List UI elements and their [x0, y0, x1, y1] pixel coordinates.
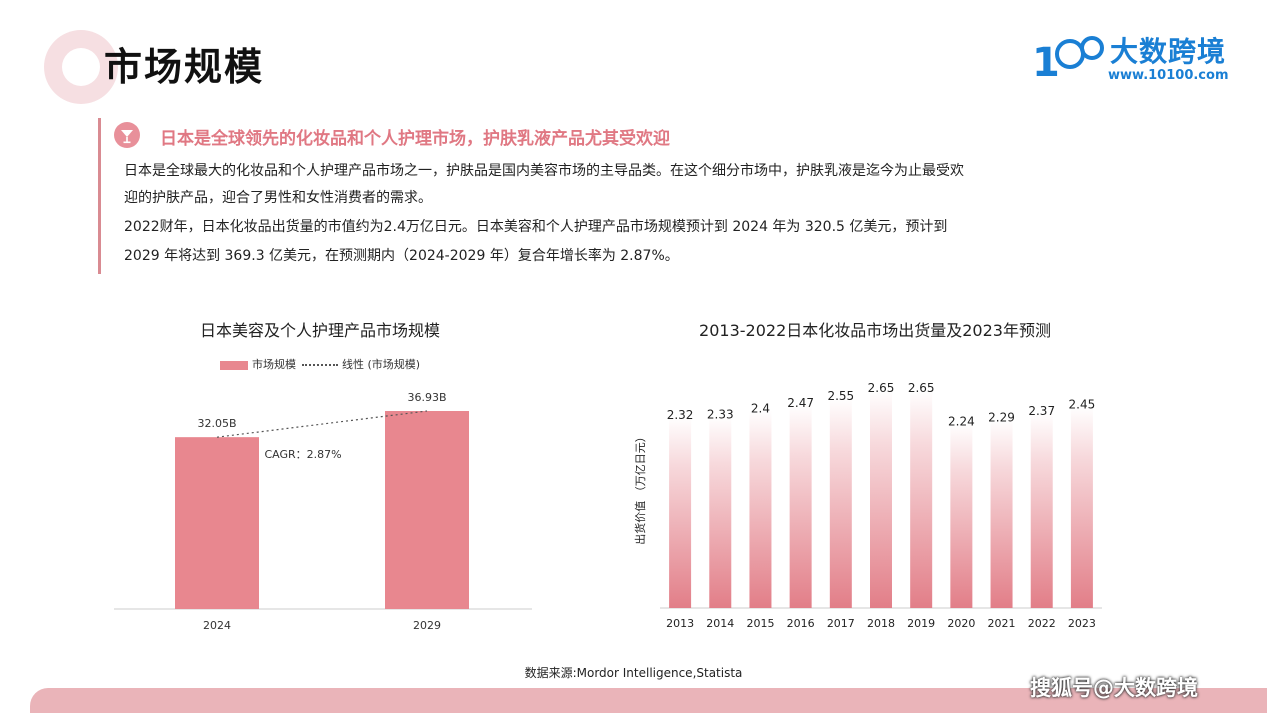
chart2-x-tick-label: 2023	[1068, 617, 1096, 630]
section-subheading: 日本是全球领先的化妆品和个人护理市场，护肤乳液产品尤其受欢迎	[160, 129, 670, 149]
legend-label-bar: 市场规模	[252, 358, 296, 371]
chart2-x-tick-label: 2019	[907, 617, 935, 630]
chart1-x-tick-label: 2029	[413, 619, 441, 632]
logo-url: www.10100.com	[1108, 68, 1229, 83]
chart2-x-tick-label: 2020	[947, 617, 975, 630]
chart1-data-label: 36.93B	[407, 391, 446, 404]
chart1-bar	[175, 437, 259, 609]
paragraph-line-3: 2022财年，日本化妆品出货量的市值约为2.4万亿日元。日本美容和个人护理产品市…	[124, 219, 948, 235]
logo-mark-icon: 1	[1032, 36, 1104, 84]
logo: 1 大数跨境 www.10100.com	[1030, 30, 1240, 86]
chart2-data-label: 2.45	[1069, 397, 1096, 411]
decorative-circle-inner	[62, 48, 100, 86]
chart2-x-tick-label: 2018	[867, 617, 895, 630]
chart2-bar	[910, 390, 933, 608]
chart2-data-label: 2.29	[988, 411, 1015, 425]
chart2-data-label: 2.37	[1028, 404, 1055, 418]
chart2-data-label: 2.33	[707, 407, 734, 421]
chart2-bar	[1070, 406, 1093, 608]
chart2-bar	[829, 398, 852, 608]
chart2-bar	[669, 417, 692, 608]
chart1-x-tick-label: 2024	[203, 619, 231, 632]
chart2-data-label: 2.65	[908, 381, 935, 395]
chart2-title: 2013-2022日本化妆品市场出货量及2023年预测	[699, 321, 1051, 340]
chart1-trend-line	[216, 410, 428, 438]
data-source: 数据来源:Mordor Intelligence,Statista	[524, 666, 743, 680]
chart2-bar	[1030, 413, 1053, 608]
watermark: 搜狐号@大数跨境	[1030, 676, 1198, 700]
chart2-x-tick-label: 2013	[666, 617, 694, 630]
chart2-x-tick-label: 2017	[827, 617, 855, 630]
chart1-title: 日本美容及个人护理产品市场规模	[199, 321, 440, 340]
paragraph-line-4: 2029 年将达到 369.3 亿美元，在预测期内（2024-2029 年）复合…	[124, 248, 679, 264]
chart1-data-label: 32.05B	[197, 417, 236, 430]
chart1-annotation: CAGR：2.87%	[264, 448, 341, 461]
chart2-bar	[709, 416, 732, 608]
chart2-x-tick-label: 2021	[988, 617, 1016, 630]
page-title: 市场规模	[104, 45, 265, 89]
legend-swatch-bar	[220, 360, 248, 370]
chart1-bar	[385, 411, 469, 609]
chart2-x-tick-label: 2015	[746, 617, 774, 630]
quote-bar	[98, 118, 101, 274]
chart2-data-label: 2.55	[827, 389, 854, 403]
chart2-data-label: 2.32	[667, 408, 694, 422]
chart2-bar	[749, 410, 772, 608]
chart2-data-label: 2.65	[868, 381, 895, 395]
chart2-bar	[990, 419, 1013, 608]
chart1-legend: 市场规模 线性 (市场规模)	[220, 356, 420, 372]
chart2-bar	[870, 390, 892, 608]
chart2-x-tick-label: 2016	[787, 617, 815, 630]
paragraph-line-1: 日本是全球最大的化妆品和个人护理产品市场之一，护肤品是国内美容市场的主导品类。在…	[124, 163, 964, 179]
chart2-data-label: 2.4	[751, 402, 770, 416]
chart1-bar-chart: 32.05B 2024 36.93B 2029 CAGR：2.87%	[114, 391, 532, 632]
chart2-data-label: 2.47	[787, 396, 814, 410]
footer-band	[30, 688, 1267, 713]
legend-swatch-trend	[302, 364, 338, 366]
cocktail-icon	[114, 122, 140, 148]
chart2-bar-chart: 2.32 2013 2.33 2014 2.4 2015 2.47 2016 2.55 2017 2…	[633, 381, 1102, 630]
chart2-bar	[950, 423, 973, 608]
chart2-bar	[789, 404, 812, 608]
chart2-x-tick-label: 2022	[1028, 617, 1056, 630]
chart2-x-tick-label: 2014	[706, 617, 734, 630]
legend-label-trend: 线性 (市场规模)	[342, 358, 421, 371]
logo-name: 大数跨境	[1110, 35, 1227, 68]
paragraph-line-2: 迎的护肤产品，迎合了男性和女性消费者的需求。	[124, 190, 432, 206]
svg-text:1: 1	[1032, 40, 1060, 84]
chart2-data-label: 2.24	[948, 415, 975, 429]
chart2-y-axis-label: 出货价值 （万亿日元）	[633, 431, 647, 545]
